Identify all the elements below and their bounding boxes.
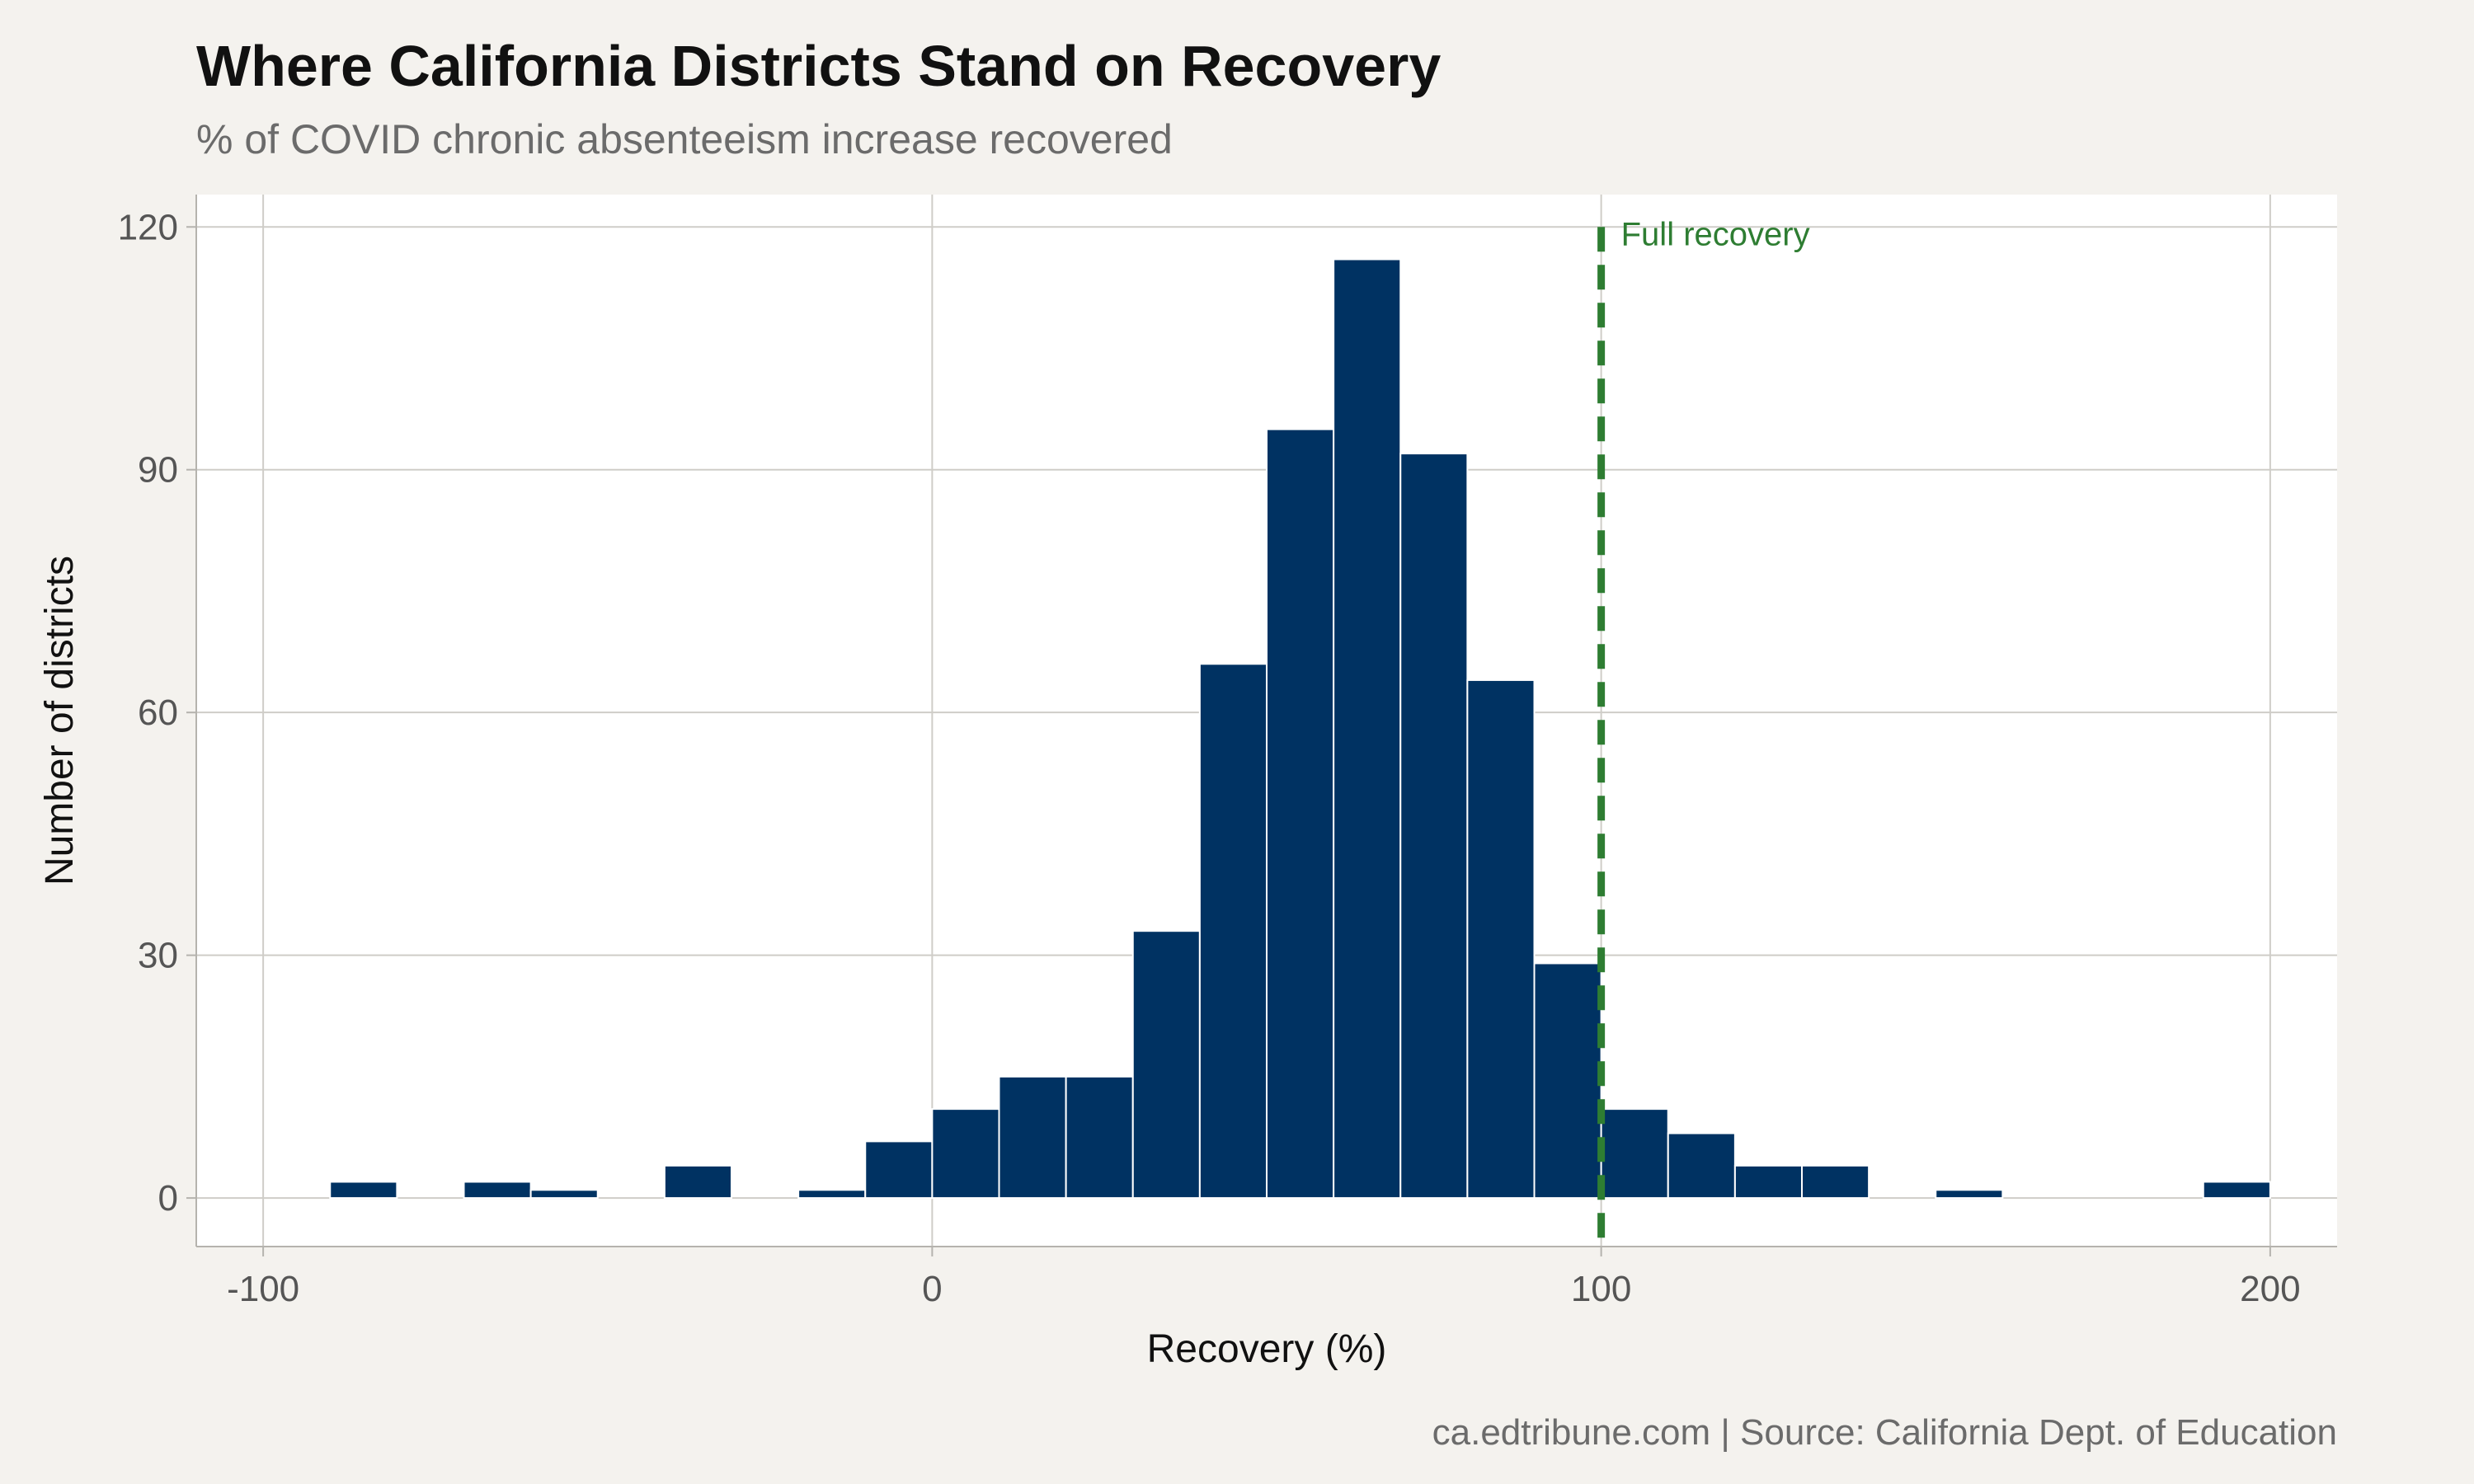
y-tick-label: 120 — [118, 207, 178, 247]
y-axis-title: Number of districts — [38, 556, 82, 885]
x-tick-label: 0 — [922, 1269, 942, 1309]
histogram-bar — [1667, 1132, 1736, 1200]
x-tick-label: 200 — [2240, 1269, 2300, 1309]
histogram-bar — [529, 1189, 599, 1200]
histogram-bar — [797, 1189, 867, 1200]
y-tick-label: 60 — [138, 693, 178, 733]
histogram-bar — [463, 1181, 532, 1200]
x-tick-label: -100 — [227, 1269, 299, 1309]
full-recovery-label: Full recovery — [1621, 216, 1810, 252]
histogram-bar — [1399, 453, 1469, 1200]
histogram-bar — [1733, 1164, 1803, 1200]
chart-title: Where California Districts Stand on Reco… — [196, 34, 1442, 98]
histogram-bar — [1935, 1189, 2004, 1200]
histogram-bar — [1198, 663, 1268, 1200]
axes — [195, 195, 2337, 1247]
y-tick-label: 90 — [138, 450, 178, 491]
histogram-bar — [1600, 1108, 1669, 1200]
histogram-bar — [931, 1108, 1000, 1200]
y-tick-label: 30 — [138, 936, 178, 976]
histogram-bar — [1266, 428, 1335, 1200]
histogram-bar — [864, 1140, 934, 1200]
reference-line-group: Full recovery — [1597, 216, 1810, 1247]
histogram-bar — [1533, 962, 1602, 1200]
chart-caption: ca.edtribune.com | Source: California De… — [1432, 1412, 2337, 1453]
histogram-bar — [998, 1075, 1067, 1200]
histogram-bar — [1801, 1164, 1870, 1200]
histogram-bar — [1466, 679, 1536, 1200]
tick-labels: 0 30 60 90 120 -100 0 100 200 — [118, 207, 2301, 1309]
histogram-bar — [1131, 930, 1201, 1200]
histogram-bar — [329, 1181, 398, 1200]
histogram-bars — [329, 258, 2271, 1200]
x-tick-label: 100 — [1571, 1269, 1631, 1309]
histogram-bar — [2202, 1181, 2271, 1200]
y-tick-label: 0 — [158, 1178, 178, 1219]
histogram-bar — [1333, 258, 1402, 1200]
x-axis-title: Recovery (%) — [1147, 1327, 1387, 1371]
histogram-bar — [663, 1164, 732, 1200]
histogram-bar — [1065, 1075, 1134, 1200]
chart-subtitle: % of COVID chronic absenteeism increase … — [196, 116, 1173, 162]
